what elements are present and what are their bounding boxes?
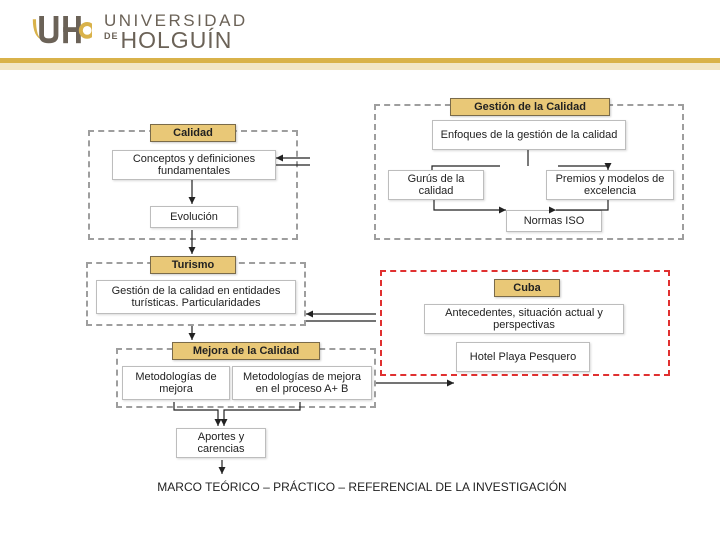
logo-wrap: UNIVERSIDAD DEHOLGUÍN: [28, 12, 720, 52]
label-gestion-calidad: Gestión de la Calidad: [450, 98, 610, 116]
uho-logo: [28, 12, 92, 52]
label-calidad: Calidad: [150, 124, 236, 142]
box-enfoques: Enfoques de la gestión de la calidad: [432, 120, 626, 150]
box-aportes: Aportes y carencias: [176, 428, 266, 458]
university-name: UNIVERSIDAD DEHOLGUÍN: [104, 12, 248, 52]
uni-line-2: DEHOLGUÍN: [104, 29, 248, 52]
box-premios: Premios y modelos de excelencia: [546, 170, 674, 200]
box-evolucion: Evolución: [150, 206, 238, 228]
box-hotel: Hotel Playa Pesquero: [456, 342, 590, 372]
box-normas-iso: Normas ISO: [506, 210, 602, 232]
label-cuba: Cuba: [494, 279, 560, 297]
diagram-canvas: Calidad Gestión de la Calidad Turismo Cu…: [0, 80, 720, 540]
box-gurus: Gurús de la calidad: [388, 170, 484, 200]
box-particularidades: Gestión de la calidad en entidades turís…: [96, 280, 296, 314]
label-mejora-calidad: Mejora de la Calidad: [172, 342, 320, 360]
box-antecedentes: Antecedentes, situación actual y perspec…: [424, 304, 624, 334]
label-turismo: Turismo: [150, 256, 236, 274]
box-metod-mejora: Metodologías de mejora: [122, 366, 230, 400]
footer-caption: MARCO TEÓRICO – PRÁCTICO – REFERENCIAL D…: [132, 480, 592, 494]
box-metod-ab: Metodologías de mejora en el proceso A+ …: [232, 366, 372, 400]
header-band: [0, 58, 720, 70]
box-conceptos: Conceptos y definiciones fundamentales: [112, 150, 276, 180]
